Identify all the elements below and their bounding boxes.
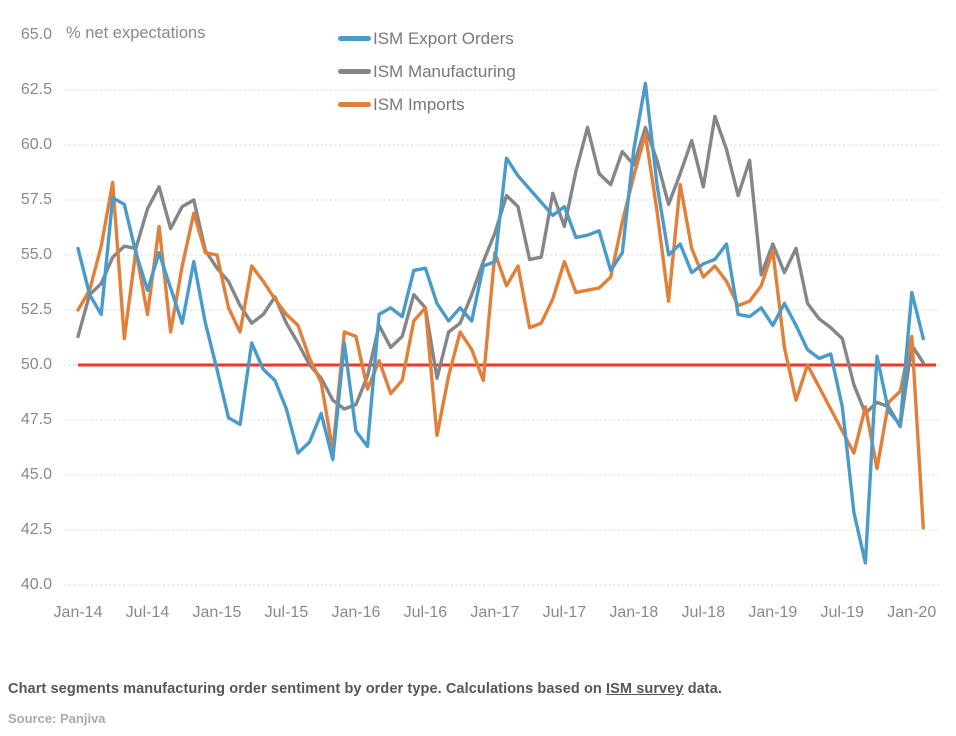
- legend: ISM Export Orders ISM Manufacturing ISM …: [338, 22, 516, 121]
- x-tick-label: Jul-17: [542, 604, 587, 621]
- x-tick-label: Jan-19: [748, 604, 798, 621]
- legend-label: ISM Imports: [373, 94, 465, 114]
- y-tick-label: 50.0: [20, 356, 52, 373]
- y-tick-label: 47.5: [20, 411, 52, 428]
- y-tick-label: 62.5: [20, 81, 52, 98]
- x-tick-label: Jan-15: [192, 604, 242, 621]
- y-tick-label: 52.5: [20, 301, 52, 318]
- export-orders-line-swatch-icon: [338, 36, 371, 41]
- ism-survey-link[interactable]: ISM survey: [605, 681, 684, 697]
- y-tick-label: 57.5: [20, 191, 52, 208]
- legend-item-manufacturing: ISM Manufacturing: [338, 55, 516, 88]
- y-tick-label: 60.0: [20, 136, 52, 153]
- x-tick-label: Jul-16: [403, 604, 448, 621]
- x-tick-label: Jan-14: [53, 604, 103, 621]
- caption-text: Chart segments manufacturing order senti…: [8, 681, 606, 697]
- legend-item-imports: ISM Imports: [338, 88, 516, 121]
- y-tick-label: 40.0: [20, 576, 52, 593]
- x-tick-label: Jan-17: [470, 604, 520, 621]
- y-axis-unit-label: % net expectations: [66, 24, 206, 42]
- x-tick-label: Jul-18: [681, 604, 726, 621]
- y-tick-label: 55.0: [20, 246, 52, 263]
- x-tick-label: Jul-14: [125, 604, 170, 621]
- legend-label: ISM Manufacturing: [373, 61, 516, 81]
- legend-item-export-orders: ISM Export Orders: [338, 22, 516, 55]
- x-tick-label: Jul-15: [264, 604, 309, 621]
- x-tick-label: Jul-19: [820, 604, 865, 621]
- y-tick-label: 42.5: [20, 521, 52, 538]
- manufacturing-line-swatch-icon: [338, 69, 371, 74]
- chart-area: % net expectations 65.0 62.5 60.0 57.5 55.0 5…: [20, 22, 941, 621]
- imports-line-swatch-icon: [338, 102, 371, 107]
- source-attribution: Source: Panjiva: [8, 711, 106, 726]
- plot-svg: [64, 81, 941, 586]
- caption-text-suffix: data.: [683, 681, 723, 697]
- legend-label: ISM Export Orders: [373, 28, 514, 48]
- y-tick-label: 45.0: [20, 466, 52, 483]
- y-tick-label: 65.0: [20, 26, 52, 43]
- x-tick-label: Jan-20: [887, 604, 937, 621]
- chart-caption: Chart segments manufacturing order senti…: [8, 681, 948, 697]
- x-tick-label: Jan-16: [331, 604, 381, 621]
- x-tick-label: Jan-18: [609, 604, 659, 621]
